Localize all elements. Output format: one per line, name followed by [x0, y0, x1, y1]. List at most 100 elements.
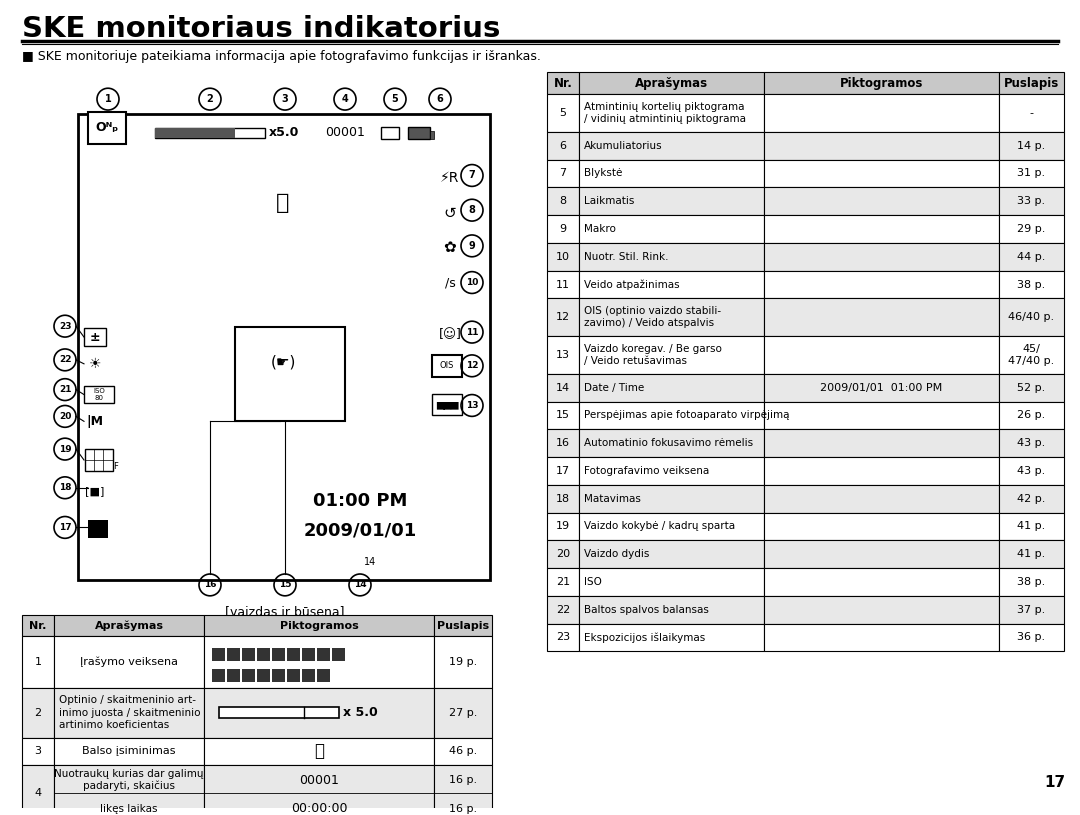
Text: 19: 19 — [58, 445, 71, 454]
Bar — [999, 271, 1064, 298]
Bar — [579, 430, 764, 457]
Text: Veido atpažinimas: Veido atpažinimas — [584, 280, 679, 290]
Bar — [432, 355, 462, 377]
Text: 2: 2 — [35, 707, 41, 718]
Bar — [257, 648, 270, 661]
Text: 41 p.: 41 p. — [1017, 522, 1045, 531]
Bar — [764, 402, 999, 430]
Text: 14 p.: 14 p. — [1017, 141, 1045, 151]
Bar — [546, 187, 579, 215]
Text: likęs laikas: likęs laikas — [100, 804, 158, 813]
Bar — [257, 668, 270, 681]
Text: 16: 16 — [556, 438, 570, 448]
Bar — [22, 615, 54, 637]
Bar — [764, 457, 999, 485]
Bar — [430, 131, 434, 139]
Bar — [212, 648, 225, 661]
Text: 43 p.: 43 p. — [1017, 438, 1045, 448]
Text: 10: 10 — [465, 278, 478, 287]
Text: Perspėjimas apie fotoaparato virpėjimą: Perspėjimas apie fotoaparato virpėjimą — [584, 411, 789, 421]
Bar — [579, 160, 764, 187]
Text: 1: 1 — [105, 95, 111, 104]
Text: 23: 23 — [58, 322, 71, 331]
Bar — [764, 374, 999, 402]
Bar — [764, 271, 999, 298]
Text: 00001: 00001 — [299, 773, 339, 786]
Text: ☀: ☀ — [89, 357, 102, 371]
Text: Automatinio fokusavimo rėmelis: Automatinio fokusavimo rėmelis — [584, 438, 753, 448]
Text: ISO
80: ISO 80 — [93, 388, 105, 401]
Bar — [579, 95, 764, 132]
Bar — [546, 485, 579, 513]
Text: 16: 16 — [204, 580, 216, 589]
Text: ±: ± — [90, 331, 100, 344]
Text: 5: 5 — [392, 95, 399, 104]
Bar — [579, 402, 764, 430]
Text: Vaizdo dydis: Vaizdo dydis — [584, 549, 649, 559]
Bar — [242, 668, 255, 681]
Bar — [54, 765, 204, 815]
Text: Puslapis: Puslapis — [1004, 77, 1059, 90]
Bar — [999, 568, 1064, 596]
Bar — [227, 668, 240, 681]
Bar — [999, 336, 1064, 374]
Text: 4: 4 — [35, 788, 41, 798]
Bar — [546, 160, 579, 187]
Bar — [432, 394, 462, 416]
Text: 11: 11 — [465, 328, 478, 337]
Text: ■ SKE monitoriuje pateikiama informacija apie fotografavimo funkcijas ir išranka: ■ SKE monitoriuje pateikiama informacija… — [22, 50, 541, 63]
Bar — [579, 132, 764, 160]
Bar — [212, 668, 225, 681]
Text: x5.0: x5.0 — [269, 126, 299, 139]
Text: 52 p.: 52 p. — [1017, 382, 1045, 393]
Text: 12: 12 — [465, 361, 478, 370]
Bar — [156, 128, 265, 138]
Bar — [546, 430, 579, 457]
Text: 13: 13 — [465, 401, 478, 410]
Text: OIS (optinio vaizdo stabili-
zavimo) / Veido atspalvis: OIS (optinio vaizdo stabili- zavimo) / V… — [584, 306, 721, 328]
Bar — [579, 374, 764, 402]
Text: 17: 17 — [1044, 775, 1066, 790]
Bar — [764, 73, 999, 95]
Bar — [764, 215, 999, 243]
Bar — [87, 521, 108, 539]
Bar — [764, 160, 999, 187]
Bar — [579, 73, 764, 95]
Bar — [764, 485, 999, 513]
Bar — [579, 623, 764, 651]
Bar — [764, 336, 999, 374]
Bar — [764, 298, 999, 336]
Text: 46 p.: 46 p. — [449, 747, 477, 756]
Text: Fotografavimo veiksena: Fotografavimo veiksena — [584, 466, 710, 476]
Text: x 5.0: x 5.0 — [343, 707, 378, 720]
Text: 16 p.: 16 p. — [449, 804, 477, 813]
Text: 2: 2 — [206, 95, 214, 104]
Text: 21: 21 — [556, 577, 570, 587]
Text: Balso įsiminimas: Balso įsiminimas — [82, 747, 176, 756]
Bar — [999, 132, 1064, 160]
Bar — [579, 457, 764, 485]
Bar — [87, 112, 126, 143]
Bar — [287, 648, 300, 661]
Text: Laikmatis: Laikmatis — [584, 196, 634, 206]
Text: 7: 7 — [469, 170, 475, 180]
Bar — [434, 738, 492, 765]
Bar — [272, 648, 285, 661]
Text: 15: 15 — [279, 580, 292, 589]
Text: Matavimas: Matavimas — [584, 494, 640, 504]
Bar — [999, 623, 1064, 651]
Bar — [272, 668, 285, 681]
Text: 00:00:00: 00:00:00 — [291, 802, 348, 815]
Bar — [219, 707, 339, 718]
Bar — [302, 648, 315, 661]
Text: 14: 14 — [364, 557, 376, 567]
Bar — [204, 637, 434, 688]
Text: 36 p.: 36 p. — [1017, 632, 1045, 642]
Text: 22: 22 — [58, 355, 71, 364]
Bar — [546, 336, 579, 374]
Text: 2009/01/01: 2009/01/01 — [303, 522, 417, 540]
Bar — [579, 568, 764, 596]
Bar — [408, 127, 430, 139]
Text: 27 p.: 27 p. — [449, 707, 477, 718]
Bar — [434, 765, 492, 815]
